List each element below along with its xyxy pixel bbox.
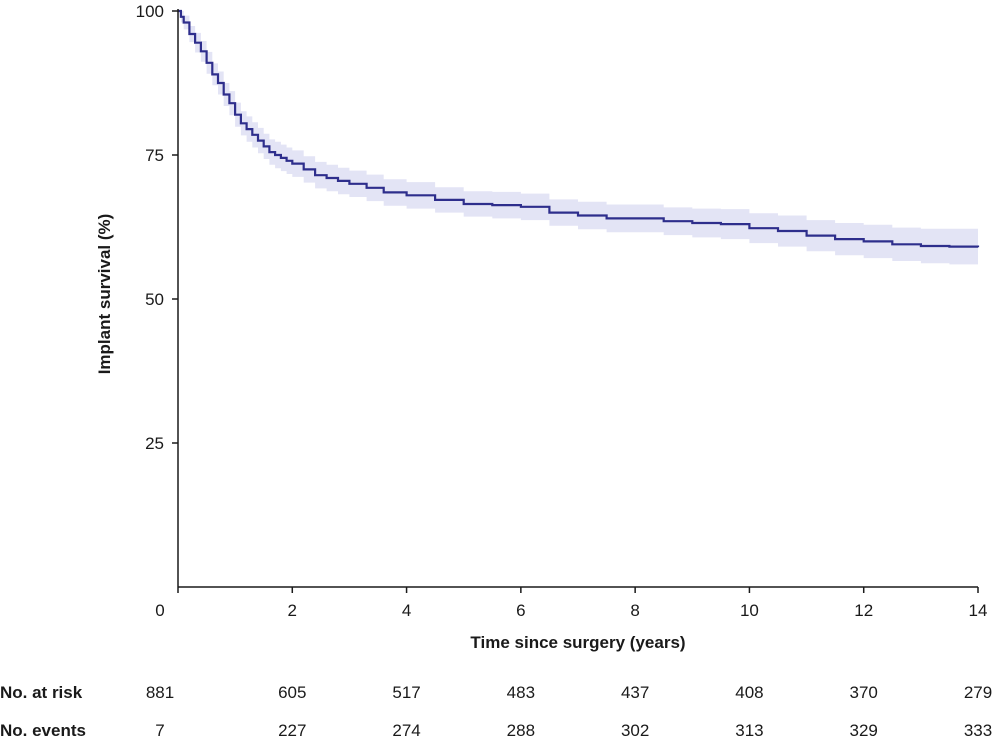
x-tick-label: 12	[854, 601, 873, 620]
risk-table-cell: 7	[155, 721, 164, 740]
risk-table-cell: 288	[507, 721, 535, 740]
risk-table-cell: 329	[850, 721, 878, 740]
x-tick-label: 10	[740, 601, 759, 620]
x-tick-label: 8	[630, 601, 639, 620]
risk-table-cell: 517	[392, 683, 420, 702]
y-ticks: 25 50 75 100	[136, 2, 178, 453]
survival-line-layer	[178, 9, 980, 248]
risk-table-cell: 279	[964, 683, 992, 702]
risk-table-cell: 437	[621, 683, 649, 702]
y-tick-label: 75	[145, 146, 164, 165]
x-tick-label: 0	[155, 601, 164, 620]
risk-table-cell: 483	[507, 683, 535, 702]
risk-table-cell: 881	[146, 683, 174, 702]
risk-table-cell: 605	[278, 683, 306, 702]
risk-table-cell: 333	[964, 721, 992, 740]
x-tick-label: 14	[969, 601, 988, 620]
risk-table-cell: 370	[850, 683, 878, 702]
y-axis-title: Implant survival (%)	[95, 214, 114, 375]
risk-table-cell: 227	[278, 721, 306, 740]
risk-table-row-label: No. at risk	[0, 683, 83, 702]
risk-table-cell: 313	[735, 721, 763, 740]
confidence-interval-band	[178, 11, 978, 266]
x-tick-label: 6	[516, 601, 525, 620]
y-tick-label: 50	[145, 290, 164, 309]
survival-curve	[178, 9, 980, 248]
y-tick-label: 25	[145, 434, 164, 453]
x-tick-label: 2	[288, 601, 297, 620]
risk-table-cell: 408	[735, 683, 763, 702]
risk-table-row-label: No. events	[0, 721, 86, 740]
risk-table-cell: 274	[392, 721, 420, 740]
y-tick-label: 100	[136, 2, 164, 21]
confidence-band-layer	[178, 11, 978, 266]
x-ticks: 0 2 4 6 8 10 12 14	[155, 587, 987, 620]
risk-table: No. at risk 881 605 517 483 437 408 370 279 No. e…	[0, 683, 992, 740]
risk-table-cell: 302	[621, 721, 649, 740]
axes	[177, 9, 978, 588]
x-axis-title: Time since surgery (years)	[470, 633, 685, 652]
x-tick-label: 4	[402, 601, 411, 620]
